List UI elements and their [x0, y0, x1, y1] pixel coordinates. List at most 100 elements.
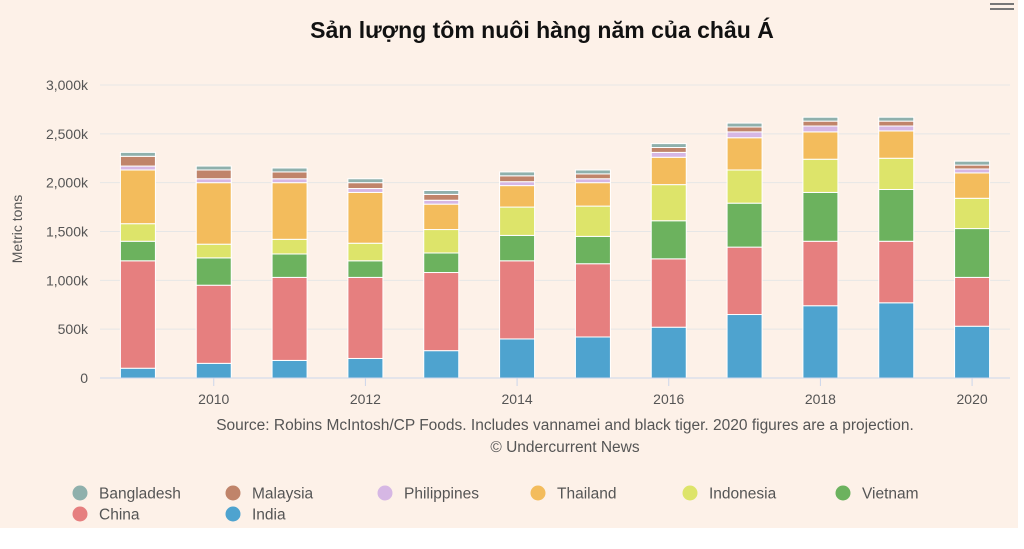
bar-thailand-2018 [802, 131, 839, 160]
legend-label-bangladesh: Bangladesh [99, 486, 181, 503]
bar-malaysia-2017 [726, 126, 763, 133]
bar-india-2012 [347, 357, 384, 379]
bar-indonesia-2012 [347, 242, 384, 262]
bar-indonesia-2015 [574, 205, 611, 237]
legend-label-china: China [99, 507, 140, 524]
x-tick-label: 2012 [350, 391, 381, 407]
legend-label-vietnam: Vietnam [862, 486, 919, 503]
bar-thailand-2015 [574, 182, 611, 207]
bar-china-2016 [650, 258, 687, 328]
bar-bangladesh-2015 [574, 169, 611, 175]
bar-thailand-2012 [347, 191, 384, 244]
chart-title: Sản lượng tôm nuôi hàng năm của châu Á [310, 16, 774, 43]
bar-thailand-2014 [499, 185, 536, 208]
bar-thailand-2019 [878, 130, 915, 159]
bar-malaysia-2015 [574, 173, 611, 180]
bar-india-2019 [878, 302, 915, 379]
bar-china-2013 [423, 272, 460, 352]
bar-bangladesh-2010 [195, 165, 232, 171]
bar-malaysia-2012 [347, 182, 384, 190]
y-tick-label: 3,000k [46, 77, 89, 93]
page-edge [1018, 0, 1024, 549]
bar-philippines-2013 [423, 199, 460, 205]
x-axis-ticks: 2010 2012 2014 2016 2018 2020 [198, 378, 988, 407]
chart-container: Sản lượng tôm nuôi hàng năm của châu Á 0… [0, 0, 1018, 528]
bar-bangladesh-2020 [954, 160, 991, 166]
bar-china-2011 [271, 276, 308, 361]
bar-india-2011 [271, 359, 308, 379]
bar-china-2010 [195, 284, 232, 364]
bar-bangladesh-2012 [347, 178, 384, 184]
bar-malaysia-2016 [650, 147, 687, 153]
bar-vietnam-2020 [954, 228, 991, 278]
bar-indonesia-2011 [271, 238, 308, 255]
bar-indonesia-2017 [726, 169, 763, 204]
legend-marker-bangladesh [72, 485, 88, 501]
bar-thailand-2011 [271, 182, 308, 240]
bar-philippines-2009 [119, 165, 156, 171]
bar-china-2015 [574, 263, 611, 338]
bar-philippines-2016 [650, 151, 687, 158]
legend-marker-thailand [530, 485, 546, 501]
bar-india-2009 [119, 367, 156, 379]
bar-vietnam-2012 [347, 260, 384, 278]
bar-philippines-2015 [574, 178, 611, 184]
bar-thailand-2013 [423, 203, 460, 231]
legend-marker-vietnam [835, 485, 851, 501]
bar-vietnam-2014 [499, 234, 536, 262]
bar-bangladesh-2019 [878, 116, 915, 122]
x-tick-label: 2018 [805, 391, 836, 407]
stacked-bar-chart: Sản lượng tôm nuôi hàng năm của châu Á 0… [9, 16, 1010, 524]
bar-indonesia-2018 [802, 158, 839, 193]
bar-philippines-2020 [954, 168, 991, 174]
bar-thailand-2017 [726, 137, 763, 171]
bar-thailand-2009 [119, 169, 156, 225]
x-tick-label: 2010 [198, 391, 229, 407]
copyright-note: © Undercurrent News [490, 439, 639, 456]
x-tick-label: 2016 [653, 391, 684, 407]
bar-china-2019 [878, 240, 915, 304]
bar-malaysia-2010 [195, 169, 232, 180]
legend-label-malaysia: Malaysia [252, 486, 314, 503]
bar-thailand-2010 [195, 182, 232, 245]
bar-indonesia-2020 [954, 197, 991, 230]
source-note: Source: Robins McIntosh/CP Foods. Includ… [216, 417, 914, 434]
legend-marker-philippines [377, 485, 393, 501]
legend-label-thailand: Thailand [557, 486, 616, 503]
bar-philippines-2017 [726, 131, 763, 139]
menu-icon-line [990, 8, 1014, 10]
x-tick-label: 2020 [957, 391, 988, 407]
menu-icon [990, 3, 1014, 5]
bar-china-2017 [726, 246, 763, 316]
bar-china-2014 [499, 260, 536, 340]
bar-bangladesh-2011 [271, 167, 308, 173]
legend-marker-india [225, 506, 241, 522]
bar-india-2016 [650, 326, 687, 379]
bar-indonesia-2010 [195, 243, 232, 259]
bar-bangladesh-2013 [423, 189, 460, 195]
bar-malaysia-2019 [878, 120, 915, 127]
bar-philippines-2019 [878, 125, 915, 132]
bar-indonesia-2013 [423, 229, 460, 254]
bar-india-2013 [423, 350, 460, 379]
legend-marker-china [72, 506, 88, 522]
chart-menu-button[interactable] [986, 0, 1018, 18]
legend-label-philippines: Philippines [404, 486, 479, 503]
bar-thailand-2016 [650, 156, 687, 186]
y-tick-label: 2,500k [46, 126, 89, 142]
bar-india-2020 [954, 325, 991, 379]
bar-bangladesh-2014 [499, 171, 536, 177]
bar-indonesia-2009 [119, 223, 156, 242]
bar-bangladesh-2018 [802, 116, 839, 122]
bar-bangladesh-2016 [650, 143, 687, 149]
y-tick-label: 500k [58, 321, 89, 337]
bar-indonesia-2019 [878, 157, 915, 191]
x-tick-label: 2014 [502, 391, 533, 407]
bar-vietnam-2017 [726, 202, 763, 248]
y-tick-label: 1,000k [46, 272, 89, 288]
legend-marker-indonesia [682, 485, 698, 501]
bar-malaysia-2014 [499, 175, 536, 183]
legend: Bangladesh Malaysia Philippines Thailand Ind… [72, 485, 919, 524]
bar-china-2009 [119, 260, 156, 369]
bar-philippines-2018 [802, 125, 839, 133]
